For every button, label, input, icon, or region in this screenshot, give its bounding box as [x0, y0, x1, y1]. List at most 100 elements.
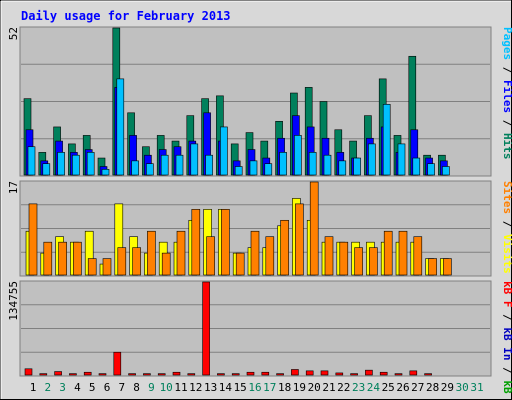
x-tick-label: 7	[118, 381, 125, 394]
bar-pages	[338, 160, 347, 176]
x-tick-label: 17	[263, 381, 276, 394]
bar-sites	[398, 230, 408, 276]
x-tick-label: 12	[189, 381, 202, 394]
x-tick-label: 3	[59, 381, 66, 394]
bar-sites	[102, 258, 112, 276]
legend-part: /	[501, 113, 512, 133]
x-tick-label: 19	[293, 381, 306, 394]
x-tick-label: 26	[396, 381, 409, 394]
legend-bottom: kB F / kB In / kB Out	[501, 281, 512, 400]
bar-pages	[220, 126, 228, 176]
bar-sites	[28, 203, 38, 276]
bar-kb-f	[291, 369, 299, 376]
x-tick-label: 11	[174, 381, 187, 394]
bar-kb-f	[187, 373, 196, 376]
bar-sites	[265, 236, 275, 276]
bar-pages	[323, 154, 332, 176]
legend-part: /	[501, 361, 512, 381]
legend-part: kB In	[501, 327, 512, 360]
bar-pages	[175, 154, 184, 176]
bar-sites	[383, 230, 393, 276]
bar-pages	[249, 160, 258, 176]
bar-pages	[353, 157, 361, 176]
x-tick-label: 9	[148, 381, 155, 394]
bar-sites	[413, 236, 423, 276]
legend-part: kB Out	[501, 380, 512, 400]
bar-kb-f	[424, 373, 432, 376]
legend-part: Files	[501, 80, 512, 113]
bar-pages	[160, 154, 169, 176]
bar-pages	[27, 146, 36, 176]
legend-part: /	[501, 214, 512, 234]
bar-kb-f	[335, 372, 344, 376]
bar-pages	[234, 166, 243, 176]
legend-part: Pages	[501, 27, 512, 60]
bar-sites	[73, 241, 82, 276]
x-tick-label: 25	[382, 381, 395, 394]
bar-sites	[443, 258, 452, 276]
legend-part: /	[501, 308, 512, 328]
bar-sites	[176, 230, 186, 276]
x-tick-label: 24	[367, 381, 381, 394]
bar-kb-f	[69, 373, 77, 376]
legend-part: /	[501, 60, 512, 80]
x-tick-label: 28	[426, 381, 439, 394]
x-tick-label: 18	[278, 381, 291, 394]
x-tick-label: 29	[441, 381, 454, 394]
legend-middle: Sites / Visits	[501, 181, 512, 274]
bar-kb-f	[202, 281, 210, 376]
legend-top: Pages / Files / Hits	[501, 27, 512, 160]
bar-kb-f	[143, 373, 151, 376]
bar-pages	[86, 152, 95, 176]
bar-pages	[131, 160, 139, 176]
bar-pages	[397, 143, 406, 176]
bar-sites	[161, 252, 171, 276]
x-tick-label: 1	[30, 381, 37, 394]
x-tick-label: 8	[133, 381, 140, 394]
bar-kb-f	[305, 370, 314, 376]
bar-sites	[369, 247, 378, 276]
bar-pages	[382, 104, 391, 176]
bar-sites	[324, 236, 334, 276]
bar-pages	[294, 135, 302, 176]
x-tick-label: 14	[219, 381, 233, 394]
bar-pages	[190, 143, 199, 176]
bar-sites	[87, 258, 97, 276]
bar-kb-f	[24, 368, 33, 376]
legend-part: Visits	[501, 234, 512, 274]
x-tick-label: 4	[74, 381, 81, 394]
x-tick-label: 27	[411, 381, 424, 394]
bar-sites	[206, 236, 215, 276]
bar-pages	[42, 163, 51, 176]
x-tick-label: 5	[89, 381, 96, 394]
x-tick-label: 10	[160, 381, 173, 394]
bar-pages	[264, 163, 273, 176]
bar-kb-f	[217, 373, 225, 376]
bar-kb-f	[231, 373, 240, 376]
bar-sites	[58, 241, 67, 276]
ymax-middle: 17	[7, 181, 20, 194]
bar-kb-f	[39, 373, 48, 376]
bar-pages	[427, 163, 435, 176]
bar-sites	[309, 181, 319, 276]
bar-sites	[295, 203, 304, 276]
legend-part: kB F	[501, 281, 512, 308]
x-tick-label: 22	[337, 381, 350, 394]
bar-pages	[116, 78, 125, 176]
legend-part: Hits	[501, 133, 512, 160]
bar-sites	[354, 247, 363, 276]
bar-pages	[101, 169, 110, 176]
bar-pages	[57, 152, 65, 176]
bar-sites	[117, 247, 127, 276]
bar-pages	[412, 157, 421, 176]
bar-kb-f	[128, 373, 136, 376]
bar-sites	[191, 209, 201, 276]
bar-kb-f	[157, 373, 166, 376]
chart-title: Daily usage for February 2013	[21, 9, 231, 23]
x-tick-label: 30	[456, 381, 469, 394]
x-tick-label: 31	[470, 381, 483, 394]
x-tick-label: 20	[308, 381, 321, 394]
bar-sites	[43, 241, 53, 276]
bar-pages	[205, 154, 213, 176]
